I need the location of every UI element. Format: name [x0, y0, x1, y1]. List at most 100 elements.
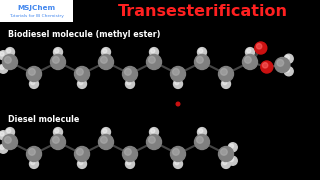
Text: Transesterification: Transesterification: [118, 4, 288, 19]
Circle shape: [277, 60, 284, 66]
Circle shape: [3, 55, 18, 69]
Circle shape: [228, 143, 237, 152]
Circle shape: [123, 66, 138, 82]
Circle shape: [7, 49, 11, 53]
Circle shape: [28, 69, 35, 75]
Circle shape: [197, 48, 206, 57]
Circle shape: [5, 48, 14, 57]
Circle shape: [77, 79, 86, 88]
Circle shape: [151, 49, 155, 53]
Circle shape: [7, 129, 11, 133]
Circle shape: [99, 134, 114, 150]
Circle shape: [171, 66, 186, 82]
Circle shape: [3, 134, 18, 150]
Circle shape: [196, 57, 203, 63]
FancyBboxPatch shape: [0, 0, 73, 22]
Circle shape: [0, 145, 4, 150]
Circle shape: [199, 49, 203, 53]
Circle shape: [262, 63, 268, 68]
Circle shape: [101, 48, 110, 57]
Circle shape: [196, 136, 203, 143]
Circle shape: [244, 57, 251, 63]
Circle shape: [55, 129, 59, 133]
Circle shape: [127, 161, 131, 165]
Circle shape: [76, 69, 83, 75]
Text: MSJChem: MSJChem: [17, 5, 55, 11]
Circle shape: [195, 134, 210, 150]
Circle shape: [275, 57, 290, 73]
Circle shape: [29, 159, 38, 168]
Circle shape: [223, 81, 227, 85]
Circle shape: [284, 67, 293, 76]
Circle shape: [243, 55, 258, 69]
Circle shape: [76, 148, 83, 155]
Circle shape: [52, 57, 59, 63]
Circle shape: [101, 128, 110, 137]
Circle shape: [149, 48, 158, 57]
Circle shape: [75, 66, 90, 82]
Circle shape: [261, 61, 273, 73]
Circle shape: [171, 147, 186, 161]
Circle shape: [53, 128, 62, 137]
Circle shape: [28, 148, 35, 155]
Circle shape: [151, 129, 155, 133]
Circle shape: [148, 57, 155, 63]
Circle shape: [52, 136, 59, 143]
Circle shape: [223, 161, 227, 165]
Circle shape: [124, 69, 131, 75]
Circle shape: [148, 136, 155, 143]
Circle shape: [123, 147, 138, 161]
Circle shape: [31, 161, 35, 165]
Circle shape: [103, 49, 107, 53]
Circle shape: [27, 66, 42, 82]
Circle shape: [173, 79, 182, 88]
Circle shape: [100, 136, 107, 143]
Circle shape: [79, 81, 83, 85]
Circle shape: [0, 144, 8, 153]
Circle shape: [176, 102, 180, 106]
Circle shape: [197, 128, 206, 137]
Circle shape: [53, 48, 62, 57]
Circle shape: [51, 55, 66, 69]
Circle shape: [172, 148, 179, 155]
Circle shape: [285, 55, 290, 59]
Circle shape: [55, 49, 59, 53]
Circle shape: [175, 81, 179, 85]
Circle shape: [247, 49, 251, 53]
Circle shape: [79, 161, 83, 165]
Circle shape: [103, 129, 107, 133]
Circle shape: [229, 144, 234, 148]
Circle shape: [29, 79, 38, 88]
Circle shape: [0, 66, 4, 69]
Circle shape: [221, 159, 230, 168]
Circle shape: [75, 147, 90, 161]
Circle shape: [256, 44, 262, 49]
Circle shape: [125, 79, 134, 88]
Circle shape: [0, 64, 8, 73]
Text: Diesel molecule: Diesel molecule: [8, 115, 79, 124]
Circle shape: [31, 81, 35, 85]
Circle shape: [219, 66, 234, 82]
Circle shape: [127, 81, 131, 85]
Circle shape: [284, 54, 293, 63]
Circle shape: [255, 42, 267, 54]
Circle shape: [219, 147, 234, 161]
Circle shape: [100, 57, 107, 63]
Text: Biodiesel molecule (methyl ester): Biodiesel molecule (methyl ester): [8, 30, 161, 39]
Circle shape: [77, 159, 86, 168]
Circle shape: [220, 148, 227, 155]
Circle shape: [124, 148, 131, 155]
Circle shape: [27, 147, 42, 161]
Circle shape: [173, 159, 182, 168]
Circle shape: [221, 79, 230, 88]
Circle shape: [4, 136, 11, 143]
Circle shape: [51, 134, 66, 150]
Circle shape: [125, 159, 134, 168]
Circle shape: [5, 128, 14, 137]
Circle shape: [149, 128, 158, 137]
Circle shape: [172, 69, 179, 75]
Circle shape: [0, 132, 4, 136]
Circle shape: [285, 68, 290, 72]
Circle shape: [195, 55, 210, 69]
Circle shape: [147, 55, 162, 69]
